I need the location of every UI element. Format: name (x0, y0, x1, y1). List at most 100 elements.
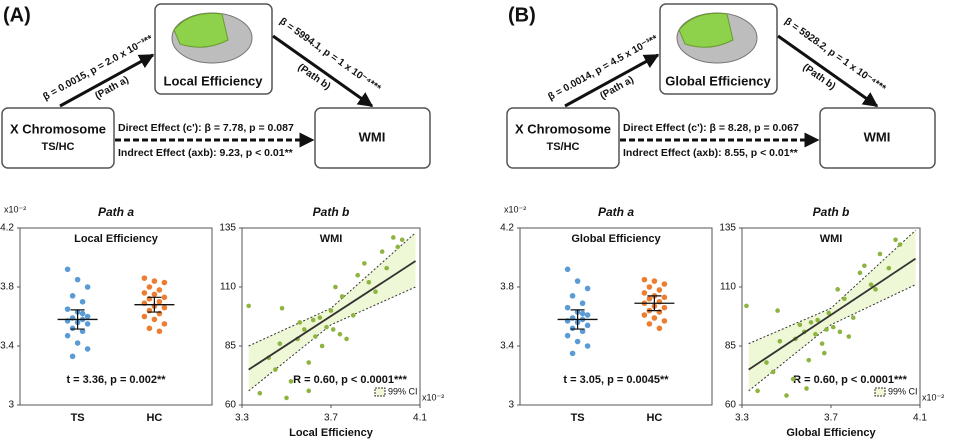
dot (156, 287, 163, 293)
dot (656, 287, 663, 293)
y-tick-label: 110 (720, 282, 736, 293)
dot (651, 315, 658, 321)
dot (146, 284, 153, 290)
dot (641, 276, 648, 283)
x-unit: x10⁻² (922, 392, 944, 402)
point (257, 390, 263, 396)
dot (141, 313, 148, 320)
dot (156, 298, 163, 305)
point (328, 308, 334, 313)
point (877, 251, 883, 257)
y-tick-label: 135 (219, 223, 236, 234)
point (337, 331, 343, 337)
y-tick-label: 135 (719, 223, 736, 234)
dot (64, 332, 71, 339)
point (333, 284, 338, 290)
point (330, 327, 336, 332)
brain-region (678, 12, 734, 48)
y-tick-label: 3.8 (0, 282, 14, 293)
x-unit: x10⁻² (422, 392, 444, 402)
panel-label: (B) (508, 4, 536, 26)
y-tick-label: 60 (725, 400, 737, 411)
y-tick-label: 3 (8, 400, 14, 411)
x-axis-label: Global Efficiency (786, 427, 876, 439)
dot (64, 306, 71, 312)
mediator-label: Global Efficiency (665, 73, 771, 88)
point (824, 327, 829, 332)
path-a-arrow (59, 53, 155, 108)
panel-label: (A) (3, 4, 31, 26)
mediator-label: Local Efficiency (164, 73, 264, 88)
x-tick-label: 4.1 (413, 413, 427, 424)
predictor-box (1, 107, 115, 169)
legend-label: 99% CI (388, 386, 418, 396)
dot (69, 325, 76, 332)
point (362, 261, 367, 266)
point (366, 279, 372, 285)
dot (574, 278, 581, 284)
dot (84, 313, 91, 320)
point (317, 315, 323, 320)
ci-band (748, 230, 916, 391)
point (373, 289, 378, 295)
point (744, 303, 749, 309)
path-a-arrow (564, 53, 660, 108)
dot (151, 316, 158, 323)
point (391, 235, 396, 240)
dot (79, 298, 86, 305)
dot (579, 310, 586, 317)
chart-title: Path b (313, 205, 350, 219)
point (350, 313, 356, 318)
dot (661, 294, 668, 301)
point (804, 386, 809, 391)
dot (161, 321, 168, 327)
point (279, 305, 285, 311)
predictor-box (506, 107, 620, 169)
dot (584, 285, 591, 292)
point (835, 287, 840, 292)
point (339, 294, 345, 299)
point (846, 334, 852, 339)
indirect-effect: Indrect Effect (axb): 9.23, p < 0.01** (118, 147, 294, 159)
dot (74, 340, 81, 346)
point (306, 360, 312, 365)
predictor-sub: TS/HC (547, 141, 580, 153)
outcome-box (819, 107, 936, 169)
dot (646, 321, 653, 327)
error-bar (147, 296, 162, 313)
point (777, 338, 783, 344)
dot (64, 266, 71, 273)
point (384, 265, 389, 271)
dot (661, 318, 668, 324)
error-bar (647, 295, 662, 312)
x-tick-label: 3.3 (735, 413, 749, 424)
point (297, 320, 303, 325)
dot (651, 278, 658, 284)
dot (69, 293, 76, 299)
dot (661, 281, 668, 287)
point (819, 341, 825, 346)
path-b-arrow (272, 34, 374, 108)
dot (569, 325, 576, 332)
y-tick-label: 3.8 (500, 282, 514, 293)
chart-title: Path a (598, 205, 634, 219)
direct-effect: Direct Effect (c'): β = 7.78, p = 0.087 (118, 122, 294, 134)
outcome-label: WMI (359, 129, 386, 144)
dot (569, 350, 576, 357)
ci-lower (248, 286, 416, 392)
dot (151, 278, 158, 284)
x-tick-label: 3.3 (235, 413, 249, 424)
dot (141, 275, 148, 281)
point (324, 324, 329, 330)
point (273, 367, 278, 372)
point (379, 249, 385, 254)
legend-label: 99% CI (888, 386, 918, 396)
point (873, 287, 878, 292)
point (886, 265, 892, 271)
legend-swatch (874, 387, 886, 397)
y-unit: x10⁻² (504, 204, 526, 214)
dot (84, 321, 91, 327)
point (784, 393, 789, 398)
dot (646, 296, 653, 302)
error-bar (70, 309, 85, 330)
